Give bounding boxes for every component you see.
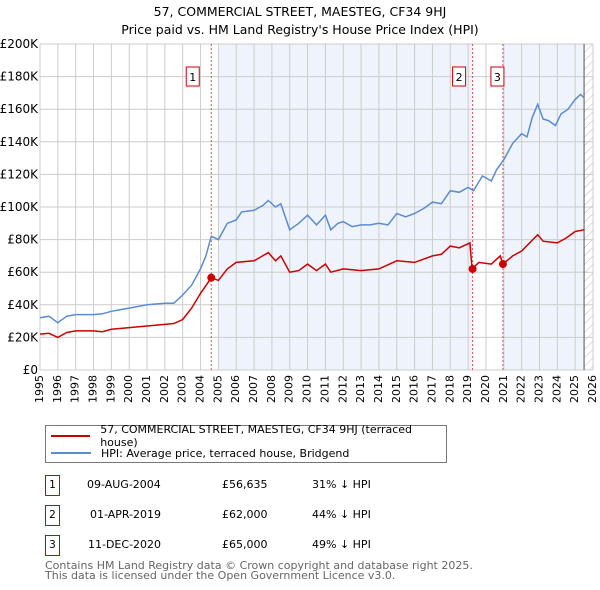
x-tick-label: 2010 [301,375,314,403]
sale-hpi: 44% ↓ HPI [312,508,371,521]
sale-badge: 3 [45,535,60,556]
x-tick-label: 1996 [51,375,64,403]
sale-label: 2 [456,71,463,84]
chart-subtitle: Price paid vs. HM Land Registry's House … [121,22,479,37]
legend: 57, COMMERCIAL STREET, MAESTEG, CF34 9HJ… [45,423,447,463]
x-tick-label: 1999 [104,375,117,403]
y-tick-label: £100K [0,200,39,214]
sale-badge: 1 [45,475,60,496]
x-tick-label: 2009 [283,375,296,403]
x-tick-label: 2025 [568,375,581,403]
x-tick-label: 2021 [497,375,510,403]
sale-row: 2 01-APR-2019 £62,000 44% ↓ HPI [45,505,465,526]
sale-label: 3 [494,71,501,84]
x-tick-label: 2020 [479,375,492,403]
sale-label-box [490,66,505,87]
sale-label-box [452,66,467,87]
y-tick-label: £80K [7,233,39,247]
footer: Contains HM Land Registry data © Crown c… [45,559,473,582]
x-tick-label: 2006 [229,375,242,403]
sale-badge: 2 [45,505,60,526]
x-tick-label: 2011 [318,375,331,403]
x-tick-label: 2016 [408,375,421,403]
y-tick-label: £200K [0,37,39,51]
sale-hpi: 49% ↓ HPI [312,538,371,551]
x-tick-label: 2012 [336,375,349,403]
sale-price: £56,635 [222,478,268,491]
y-tick-label: £120K [0,167,39,181]
sale-date: 01-APR-2019 [90,508,162,521]
y-tick-label: £180K [0,70,39,84]
sale-price: £62,000 [222,508,268,521]
x-tick-label: 2026 [586,375,599,403]
y-tick-label: £0 [23,363,38,377]
x-tick-label: 1998 [87,375,100,403]
sale-row: 3 11-DEC-2020 £65,000 49% ↓ HPI [45,535,465,556]
x-tick-label: 2015 [390,375,403,403]
x-tick-label: 2023 [532,375,545,403]
sale-row: 1 09-AUG-2004 £56,635 31% ↓ HPI [45,475,465,496]
chart-title: 57, COMMERCIAL STREET, MAESTEG, CF34 9HJ [153,4,447,19]
y-tick-label: £40K [7,298,39,312]
x-tick-label: 1995 [33,375,46,403]
series-line [39,93,585,324]
x-tick-label: 2001 [140,375,153,403]
y-tick-label: £20K [7,330,39,344]
y-tick-label: £140K [0,135,39,149]
sale-date: 09-AUG-2004 [87,478,161,491]
sale-hpi: 31% ↓ HPI [312,478,371,491]
x-tick-label: 2014 [372,375,385,403]
sale-point [207,273,216,282]
legend-property: 57, COMMERCIAL STREET, MAESTEG, CF34 9HJ… [100,423,413,449]
x-tick-label: 2022 [515,375,528,403]
x-tick-label: 1997 [69,375,82,403]
x-tick-label: 2000 [122,375,135,403]
x-tick-label: 2019 [461,375,474,403]
x-tick-label: 2002 [158,375,171,403]
y-tick-label: £60K [7,265,39,279]
sale-label: 1 [189,71,196,84]
x-tick-label: 2004 [194,375,207,403]
sale-point [468,264,477,273]
legend-blue-swatch [51,452,91,454]
x-tick-label: 2017 [425,375,438,403]
legend-hpi: HPI: Average price, terraced house, Brid… [101,446,350,460]
x-tick-label: 2018 [443,375,456,403]
x-tick-label: 2024 [550,375,563,403]
series-line [39,229,585,339]
x-tick-label: 2005 [211,375,224,403]
legend-red-swatch [51,435,91,437]
x-tick-label: 2013 [354,375,367,403]
x-tick-label: 2003 [176,375,189,403]
footer-copyright: Contains HM Land Registry data © Crown c… [45,559,473,572]
x-tick-label: 2007 [247,375,260,403]
footer-licence: This data is licensed under the Open Gov… [45,569,396,582]
sale-label-box [185,66,200,87]
price-chart: 1995 1996 1997 1998 1999 2000 2001 2002 2003 2004… [0,37,599,403]
sale-point [498,260,507,269]
x-tick-label: 2008 [265,375,278,403]
y-tick-label: £160K [0,102,39,116]
sale-price: £65,000 [222,538,268,551]
sale-date: 11-DEC-2020 [88,538,162,551]
